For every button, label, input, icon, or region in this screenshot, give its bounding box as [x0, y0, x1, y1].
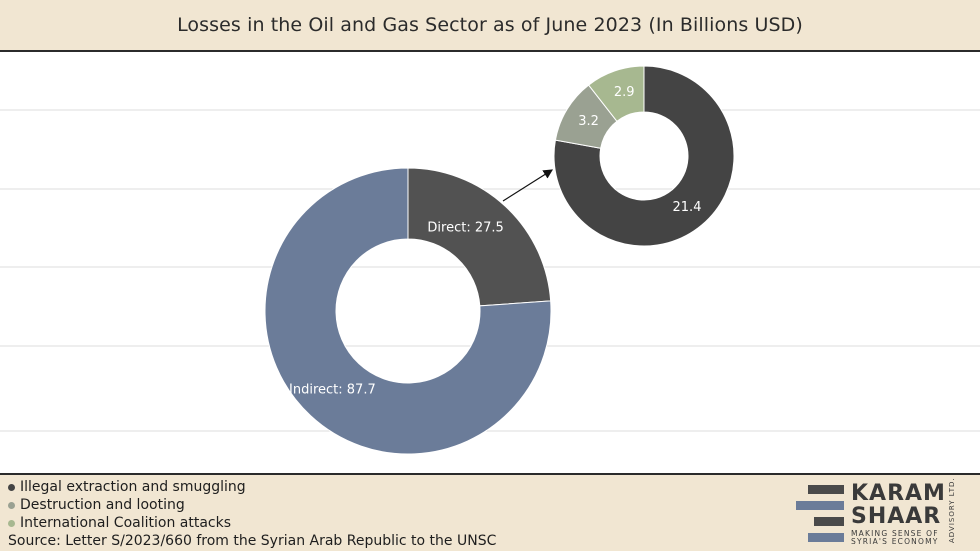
detail-donut: 21.4 3.2 2.9 [553, 65, 735, 247]
plot-area: Direct: 27.5 Indirect: 87.7 21.4 3.2 2.9 [0, 52, 980, 475]
data-label-indirect: Indirect: 87.7 [289, 383, 376, 398]
legend-item-coalition-attacks: International Coalition attacks [8, 514, 496, 532]
legend: Illegal extraction and smuggling Destruc… [8, 478, 496, 550]
chart-title: Losses in the Oil and Gas Sector as of J… [177, 14, 803, 36]
slice-indirect [264, 167, 552, 455]
legend-label: Illegal extraction and smuggling [20, 479, 246, 495]
logo-word-shaar: SHAAR [851, 504, 942, 529]
legend-item-destruction-looting: Destruction and looting [8, 496, 496, 514]
chart-header: Losses in the Oil and Gas Sector as of J… [0, 0, 980, 52]
chart-footer: Illegal extraction and smuggling Destruc… [0, 475, 980, 551]
data-label-international-coalition-attacks: 2.9 [614, 85, 635, 100]
logo-bar-icon [796, 501, 844, 510]
legend-label: International Coalition attacks [20, 515, 232, 531]
logo-tagline: MAKING SENSE OF [851, 529, 939, 538]
source-note: Source: Letter S/2023/660 from the Syria… [8, 533, 497, 549]
logo-word-karam: KARAM [851, 481, 946, 506]
slice-illegal-extraction-and-smuggling [553, 65, 735, 247]
data-label-illegal-extraction-and-smuggling: 21.4 [673, 200, 702, 215]
donut-charts: Direct: 27.5 Indirect: 87.7 21.4 3.2 2.9 [0, 65, 980, 455]
connector-arrow [502, 169, 554, 202]
legend-dot-icon [8, 501, 15, 509]
legend-item-illegal-extraction: Illegal extraction and smuggling [8, 478, 496, 496]
logo-bar-icon [814, 517, 844, 526]
data-label-direct: Direct: 27.5 [427, 220, 503, 235]
logo-bar-icon [808, 485, 844, 494]
legend-dot-icon [8, 483, 15, 491]
logo-vertical-text: ADVISORY LTD. [948, 477, 956, 543]
legend-dot-icon [8, 519, 15, 527]
logo-bar-icon [808, 533, 844, 542]
legend-label: Destruction and looting [20, 497, 185, 513]
slice-direct [407, 167, 552, 307]
logo-tagline: SYRIA'S ECONOMY [851, 537, 939, 546]
main-donut: Direct: 27.5 Indirect: 87.7 [264, 167, 552, 455]
data-label-destruction-and-looting: 3.2 [578, 114, 599, 129]
karam-shaar-logo: KARAM SHAAR MAKING SENSE OF SYRIA'S ECON… [796, 477, 976, 549]
slice-international-coalition-attacks [587, 65, 645, 123]
